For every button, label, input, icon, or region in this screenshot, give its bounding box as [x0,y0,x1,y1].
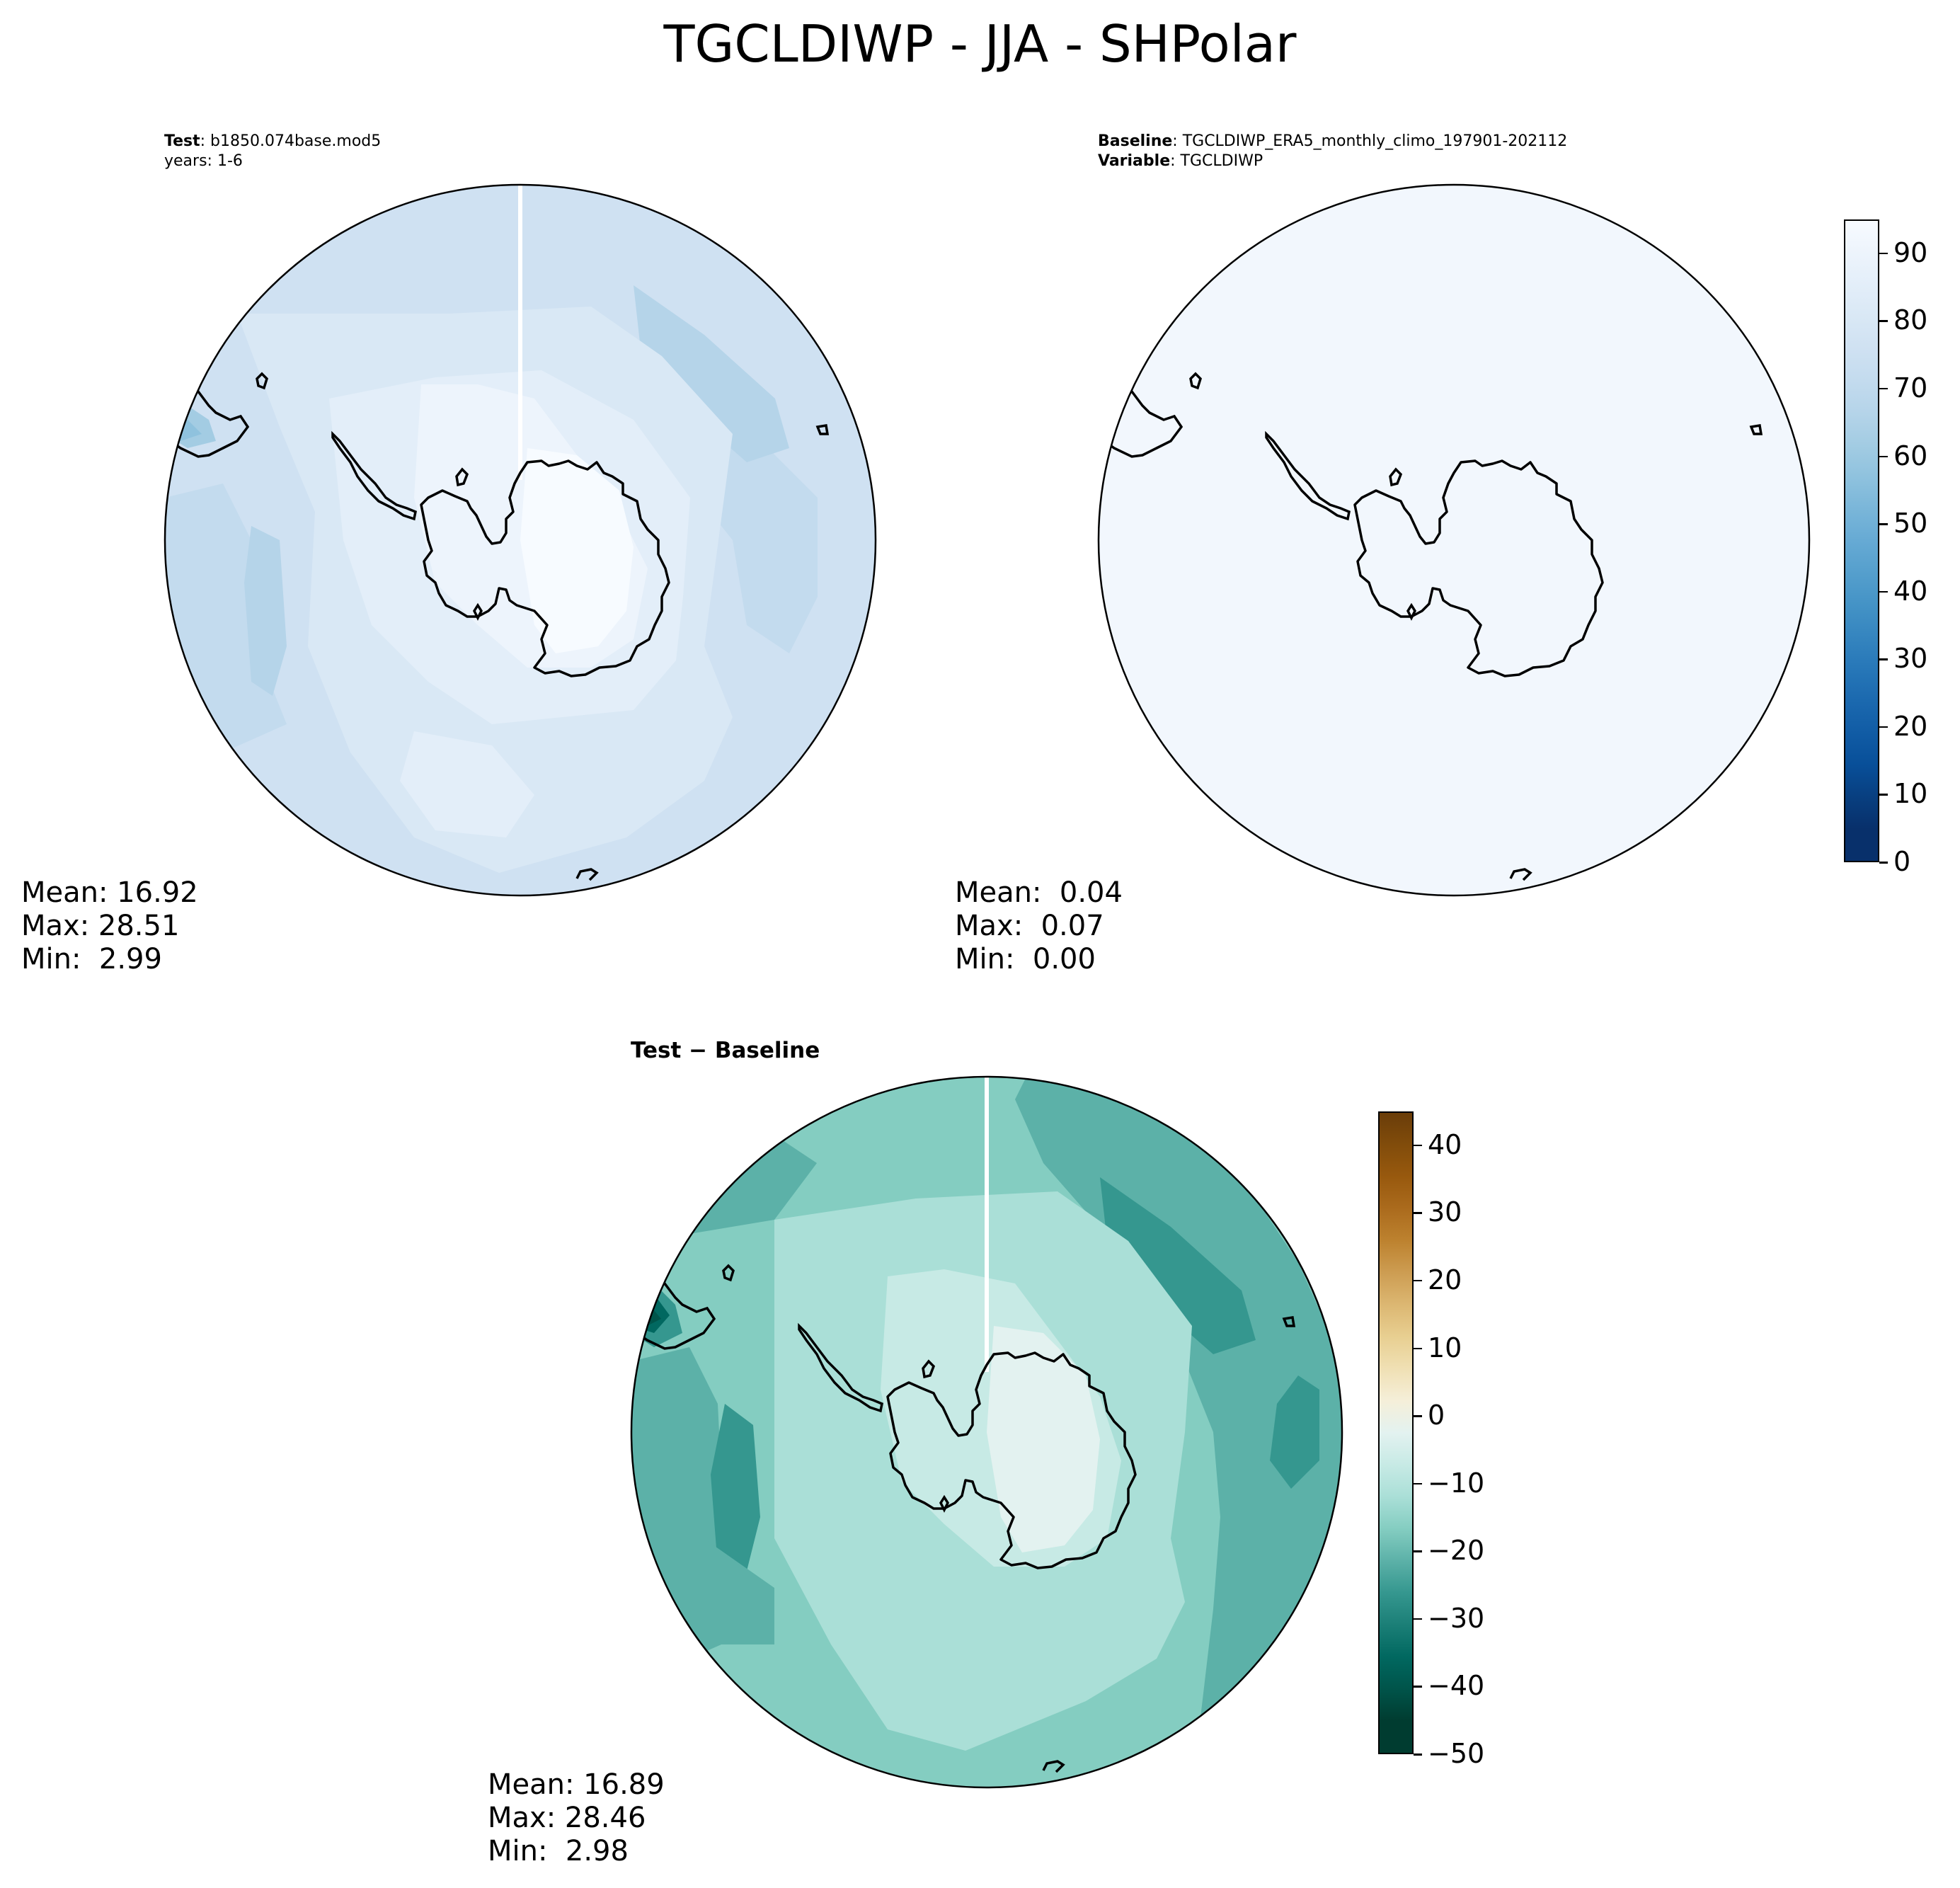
diff-colorbar-tick-label: −20 [1428,1535,1485,1567]
diff-colorbar-tick-label: −10 [1428,1467,1485,1499]
test-max: Max: 28.51 [21,910,180,942]
test-mean: Mean: 16.92 [21,876,198,909]
baseline-map-field [1099,185,1809,896]
main-colorbar-tick-label: 60 [1893,440,1928,471]
diff-map-boundary [630,1075,1343,1789]
diff-colorbar-tick-label: −50 [1428,1738,1485,1769]
diff-colorbar-tick-label: 10 [1428,1332,1462,1363]
diff-colorbar-tick-mark [1414,1618,1422,1620]
main-colorbar-tick-mark [1879,387,1888,390]
diff-max: Max: 28.46 [488,1802,646,1834]
main-colorbar-tick-mark [1879,252,1888,255]
diff-map [630,1075,1343,1789]
main-colorbar-tick-mark [1879,658,1888,660]
main-colorbar [1844,219,1879,862]
main-colorbar-tick-label: 10 [1893,778,1928,810]
baseline-case-name: : TGCLDIWP_ERA5_monthly_climo_197901-202… [1172,132,1568,150]
main-colorbar-tick-mark [1879,523,1888,525]
figure-title: TGCLDIWP - JJA - SHPolar [663,14,1297,74]
main-colorbar-tick-label: 20 [1893,710,1928,742]
diff-colorbar-tick-mark [1414,1753,1422,1756]
test-map-boundary [164,183,877,897]
main-colorbar-tick-mark [1879,455,1888,458]
baseline-stats: Mean: 0.04 Max: 0.07 Min: 0.00 [955,876,1123,976]
baseline-label: Baseline [1098,132,1173,150]
diff-colorbar [1378,1111,1414,1754]
diff-colorbar-tick-label: 20 [1428,1264,1462,1295]
main-colorbar-tick-label: 40 [1893,575,1928,607]
main-colorbar-tick-label: 0 [1893,846,1911,877]
diff-colorbar-tick-label: 30 [1428,1196,1462,1228]
diff-colorbar-tick-mark [1414,1144,1422,1147]
main-colorbar-tick-mark [1879,862,1888,864]
main-colorbar-tick-mark [1879,320,1888,322]
main-colorbar-tick-mark [1879,794,1888,796]
baseline-map [1097,183,1811,897]
diff-colorbar-tick-mark [1414,1415,1422,1417]
test-label: Test [164,132,200,150]
diff-colorbar-tick-mark [1414,1279,1422,1282]
baseline-panel-header: Baseline: TGCLDIWP_ERA5_monthly_climo_19… [1098,132,1567,171]
diff-colorbar-tick-label: −30 [1428,1602,1485,1634]
diff-mean: Mean: 16.89 [488,1768,665,1801]
diff-colorbar-tick-label: 40 [1428,1128,1462,1160]
test-min: Min: 2.99 [21,943,162,976]
test-map-seam [518,185,522,480]
main-colorbar-tick-label: 80 [1893,304,1928,336]
main-colorbar-tick-mark [1879,590,1888,593]
diff-colorbar-tick-mark [1414,1482,1422,1485]
diff-min: Min: 2.98 [488,1835,629,1867]
diff-colorbar-tick-mark [1414,1212,1422,1214]
test-map [164,183,877,897]
main-colorbar-tick-mark [1879,726,1888,728]
diff-stats: Mean: 16.89 Max: 28.46 Min: 2.98 [488,1768,665,1868]
main-colorbar-tick-label: 50 [1893,508,1928,539]
diff-colorbar-tick-label: 0 [1428,1400,1445,1431]
variable-label: Variable [1098,152,1171,170]
diff-map-seam [985,1077,989,1372]
variable-name: : TGCLDIWP [1170,152,1263,170]
diff-panel-header: Test − Baseline [631,1038,820,1063]
diff-colorbar-tick-mark [1414,1550,1422,1552]
diff-colorbar-ticks: −50 −40 −30 −20 −10 0 10 20 30 40 [1414,1111,1513,1767]
diff-colorbar-tick-mark [1414,1686,1422,1688]
test-panel-header: Test: b1850.074base.mod5 years: 1-6 [164,132,381,171]
main-colorbar-tick-label: 30 [1893,643,1928,675]
main-colorbar-tick-label: 90 [1893,236,1928,268]
test-case-name: : b1850.074base.mod5 [200,132,382,150]
baseline-min: Min: 0.00 [955,943,1096,976]
diff-colorbar-tick-label: −40 [1428,1670,1485,1702]
baseline-max: Max: 0.07 [955,910,1104,942]
baseline-map-boundary [1097,183,1811,897]
baseline-mean: Mean: 0.04 [955,876,1123,909]
test-stats: Mean: 16.92 Max: 28.51 Min: 2.99 [21,876,198,976]
test-years: years: 1-6 [164,152,243,170]
diff-colorbar-tick-mark [1414,1347,1422,1350]
main-colorbar-ticks: 0 10 20 30 40 50 60 70 80 90 [1879,219,1957,875]
main-colorbar-tick-label: 70 [1893,372,1928,404]
